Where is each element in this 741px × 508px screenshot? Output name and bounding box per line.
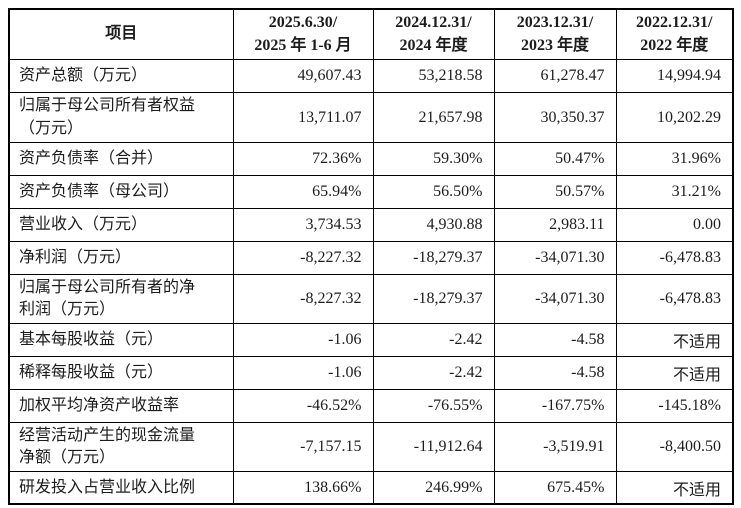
table-row: 资产负债率（母公司） 65.94% 56.50% 50.57% 31.21%: [8, 174, 734, 209]
table-row: 营业收入（万元） 3,734.53 4,930.88 2,983.11 0.00: [8, 207, 734, 242]
table-row: 基本每股收益（元） -1.06 -2.42 -4.58 不适用: [8, 322, 734, 357]
cell-value: -167.75%: [493, 388, 617, 423]
cell-value: 不适用: [615, 322, 734, 357]
row-label: 资产负债率（合并）: [8, 141, 234, 176]
cell-value: -1.06: [232, 355, 374, 390]
row-label: 经营活动产生的现金流量 净额（万元）: [8, 421, 234, 472]
cell-value: -2.42: [372, 322, 495, 357]
cell-value: 61,278.47: [493, 59, 617, 94]
cell-value: 4,930.88: [372, 207, 495, 242]
cell-value: 138.66%: [232, 470, 374, 505]
cell-value: 3,734.53: [232, 207, 374, 242]
row-label: 资产总额（万元）: [8, 59, 234, 94]
cell-value: -34,071.30: [493, 273, 617, 324]
cell-value: -8,227.32: [232, 240, 374, 275]
column-header: 项目: [8, 8, 234, 61]
row-label: 研发投入占营业收入比例: [8, 470, 234, 505]
cell-value: 2,983.11: [493, 207, 617, 242]
cell-value: -11,912.64: [372, 421, 495, 472]
column-header: 2024.12.31/ 2024 年度: [372, 8, 495, 61]
financial-summary-table: 项目 2025.6.30/ 2025 年 1-6 月 2024.12.31/ 202…: [8, 8, 734, 506]
cell-value: 不适用: [615, 470, 734, 505]
column-header: 2023.12.31/ 2023 年度: [493, 8, 617, 61]
row-label: 归属于母公司所有者权益 （万元）: [8, 92, 234, 143]
table-row: 经营活动产生的现金流量 净额（万元） -7,157.15 -11,912.64 -3,…: [8, 421, 734, 472]
table-row: 资产总额（万元） 49,607.43 53,218.58 61,278.47 14,99…: [8, 59, 734, 94]
row-label: 资产负债率（母公司）: [8, 174, 234, 209]
header-row: 项目 2025.6.30/ 2025 年 1-6 月 2024.12.31/ 202…: [8, 8, 734, 61]
cell-value: 246.99%: [372, 470, 495, 505]
table-row: 归属于母公司所有者权益 （万元） 13,711.07 21,657.98 30,350…: [8, 92, 734, 143]
cell-value: -6,478.83: [615, 273, 734, 324]
cell-value: 31.96%: [615, 141, 734, 176]
cell-value: -1.06: [232, 322, 374, 357]
cell-value: 10,202.29: [615, 92, 734, 143]
cell-value: -34,071.30: [493, 240, 617, 275]
row-label: 加权平均净资产收益率: [8, 388, 234, 423]
cell-value: 50.57%: [493, 174, 617, 209]
row-label: 归属于母公司所有者的净 利润（万元）: [8, 273, 234, 324]
row-label: 基本每股收益（元）: [8, 322, 234, 357]
cell-value: -6,478.83: [615, 240, 734, 275]
table-row: 加权平均净资产收益率 -46.52% -76.55% -167.75% -145.18%: [8, 388, 734, 423]
cell-value: 59.30%: [372, 141, 495, 176]
cell-value: 72.36%: [232, 141, 374, 176]
cell-value: 50.47%: [493, 141, 617, 176]
cell-value: -2.42: [372, 355, 495, 390]
cell-value: 21,657.98: [372, 92, 495, 143]
cell-value: 53,218.58: [372, 59, 495, 94]
table-row: 归属于母公司所有者的净 利润（万元） -8,227.32 -18,279.37 -34…: [8, 273, 734, 324]
cell-value: -8,227.32: [232, 273, 374, 324]
row-label: 营业收入（万元）: [8, 207, 234, 242]
cell-value: 30,350.37: [493, 92, 617, 143]
cell-value: -8,400.50: [615, 421, 734, 472]
cell-value: -46.52%: [232, 388, 374, 423]
cell-value: 56.50%: [372, 174, 495, 209]
cell-value: 31.21%: [615, 174, 734, 209]
cell-value: 不适用: [615, 355, 734, 390]
row-label: 稀释每股收益（元）: [8, 355, 234, 390]
table-row: 资产负债率（合并） 72.36% 59.30% 50.47% 31.96%: [8, 141, 734, 176]
cell-value: -18,279.37: [372, 240, 495, 275]
cell-value: -76.55%: [372, 388, 495, 423]
cell-value: -145.18%: [615, 388, 734, 423]
column-header: 2025.6.30/ 2025 年 1-6 月: [232, 8, 374, 61]
column-header: 2022.12.31/ 2022 年度: [615, 8, 734, 61]
cell-value: 49,607.43: [232, 59, 374, 94]
row-label: 净利润（万元）: [8, 240, 234, 275]
table-row: 研发投入占营业收入比例 138.66% 246.99% 675.45% 不适用: [8, 470, 734, 505]
cell-value: -4.58: [493, 322, 617, 357]
table-row: 稀释每股收益（元） -1.06 -2.42 -4.58 不适用: [8, 355, 734, 390]
cell-value: -3,519.91: [493, 421, 617, 472]
cell-value: 13,711.07: [232, 92, 374, 143]
cell-value: -18,279.37: [372, 273, 495, 324]
cell-value: 14,994.94: [615, 59, 734, 94]
cell-value: 0.00: [615, 207, 734, 242]
cell-value: 65.94%: [232, 174, 374, 209]
cell-value: 675.45%: [493, 470, 617, 505]
cell-value: -4.58: [493, 355, 617, 390]
cell-value: -7,157.15: [232, 421, 374, 472]
table-body: 资产总额（万元） 49,607.43 53,218.58 61,278.47 14,99…: [8, 59, 734, 505]
table-row: 净利润（万元） -8,227.32 -18,279.37 -34,071.30 -6,4…: [8, 240, 734, 275]
